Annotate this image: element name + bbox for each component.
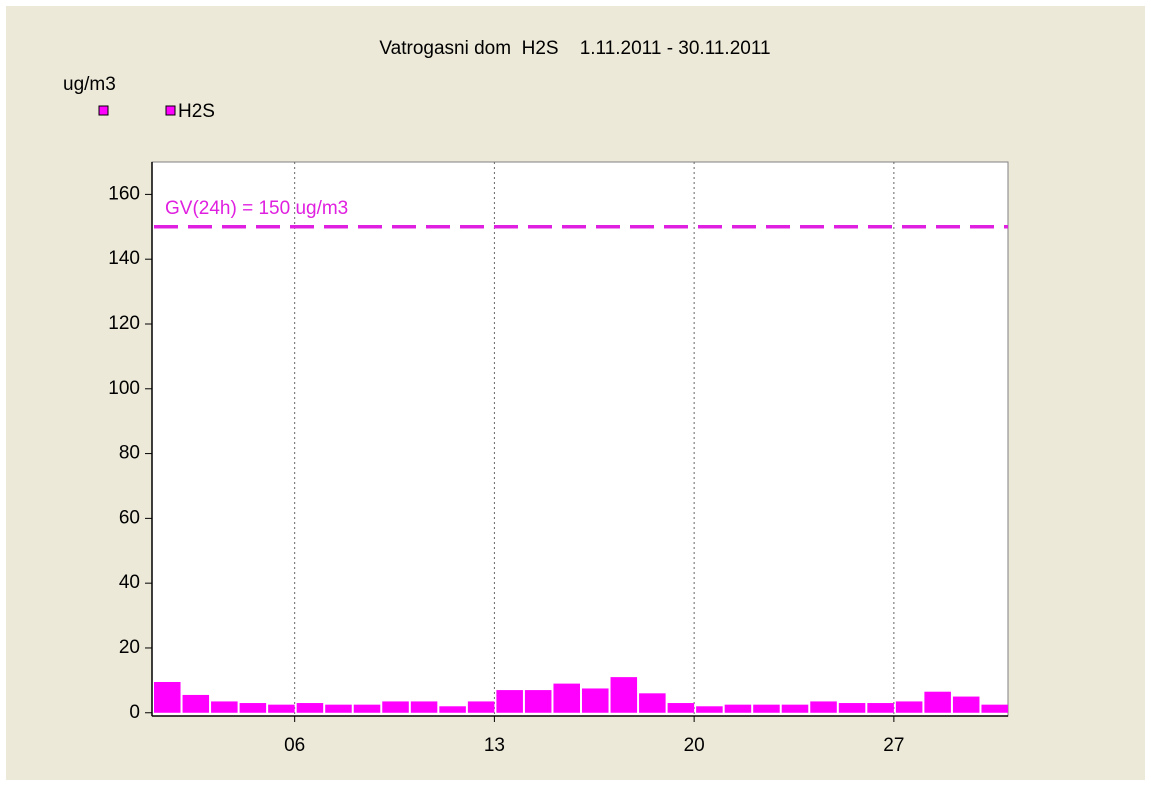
bar (268, 704, 295, 713)
bar (496, 690, 523, 713)
bar (410, 701, 438, 713)
x-tick-label: 13 (484, 735, 505, 756)
legend-label: H2S (178, 101, 215, 122)
bar (382, 701, 409, 713)
bar (553, 683, 580, 713)
plot-area (151, 161, 1009, 717)
x-tick-label: 27 (883, 735, 904, 756)
y-tick-label: 140 (108, 248, 140, 269)
y-axis-label: ug/m3 (63, 74, 116, 95)
bar (639, 693, 666, 713)
y-tick-label: 160 (108, 183, 140, 204)
y-tick-label: 40 (119, 572, 140, 593)
legend-marker (98, 105, 109, 116)
bar (610, 677, 638, 713)
bar (952, 696, 980, 713)
bar (239, 703, 267, 713)
bar (924, 691, 951, 713)
y-tick-label: 80 (119, 443, 140, 464)
bar (582, 688, 609, 713)
x-tick-label: 06 (284, 735, 305, 756)
bar (753, 704, 780, 713)
bar (211, 701, 238, 713)
bar (810, 701, 837, 713)
legend-marker (165, 105, 176, 116)
bar (867, 703, 894, 713)
y-tick-label: 20 (119, 637, 140, 658)
bar (439, 706, 466, 713)
bar (838, 703, 866, 713)
bar (353, 704, 381, 713)
bar (696, 706, 723, 713)
bar (895, 701, 923, 713)
y-tick-label: 100 (108, 378, 140, 399)
y-tick-label: 60 (119, 507, 140, 528)
bar (981, 704, 1008, 713)
bar (296, 703, 324, 713)
bar (325, 704, 352, 713)
y-tick-label: 120 (108, 313, 140, 334)
bar (524, 690, 552, 713)
bar (154, 681, 181, 713)
bar (781, 704, 809, 713)
x-tick-label: 20 (684, 735, 705, 756)
chart-title: Vatrogasni dom H2S 1.11.2011 - 30.11.201… (379, 38, 770, 59)
y-tick-label: 0 (129, 702, 140, 723)
bar (182, 694, 210, 713)
bar (667, 703, 695, 713)
reference-label: GV(24h) = 150 ug/m3 (165, 198, 348, 219)
bar (724, 704, 752, 713)
bar (467, 701, 495, 713)
